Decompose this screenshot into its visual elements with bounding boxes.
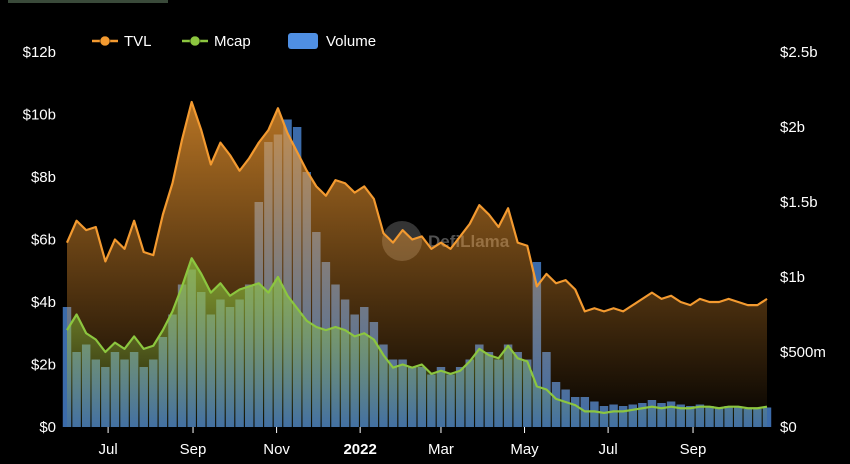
y-left-tick-label: $0	[39, 419, 56, 436]
legend: TVL Mcap Volume	[92, 33, 376, 50]
y-right-tick-label: $2.5b	[780, 44, 818, 61]
tvl-line	[65, 100, 768, 313]
mcap-area	[67, 258, 767, 427]
y-left-tick-label: $4b	[31, 294, 56, 311]
legend-item-volume[interactable]: Volume	[288, 33, 376, 50]
y-axis-left: $0 $2b $4b $6b $8b $10b $12b	[23, 44, 56, 436]
legend-label: Volume	[326, 33, 376, 50]
mcap-line	[66, 257, 768, 415]
x-tick-label: Nov	[263, 441, 290, 458]
x-tick-label: 2022	[343, 441, 376, 458]
legend-swatch	[288, 33, 318, 49]
y-left-tick-label: $2b	[31, 357, 56, 374]
top-accent-bar	[8, 0, 168, 3]
x-tick-label: Jul	[99, 441, 118, 458]
y-right-tick-label: $1.5b	[780, 194, 818, 211]
legend-marker-dot	[99, 35, 111, 47]
y-right-tick-label: $2b	[780, 119, 805, 136]
x-tick-label: Mar	[428, 441, 454, 458]
legend-item-mcap[interactable]: Mcap	[182, 33, 251, 50]
x-axis: Jul Sep Nov 2022 Mar May Jul Sep	[99, 427, 707, 458]
y-left-tick-label: $6b	[31, 232, 56, 249]
y-left-tick-label: $12b	[23, 44, 56, 61]
y-right-tick-label: $0	[780, 419, 797, 436]
x-tick-label: May	[510, 441, 539, 458]
x-tick-label: Sep	[180, 441, 207, 458]
x-tick-label: Jul	[599, 441, 618, 458]
legend-label: TVL	[124, 33, 152, 50]
y-right-tick-label: $1b	[780, 269, 805, 286]
y-left-tick-label: $8b	[31, 169, 56, 186]
y-right-tick-label: $500m	[780, 344, 826, 361]
y-axis-right: $0 $500m $1b $1.5b $2b $2.5b	[780, 44, 826, 436]
y-left-tick-label: $10b	[23, 107, 56, 124]
legend-item-tvl[interactable]: TVL	[92, 33, 152, 50]
legend-label: Mcap	[214, 33, 251, 50]
legend-marker-dot	[189, 35, 201, 47]
mcap-series	[66, 257, 768, 427]
x-tick-label: Sep	[680, 441, 707, 458]
